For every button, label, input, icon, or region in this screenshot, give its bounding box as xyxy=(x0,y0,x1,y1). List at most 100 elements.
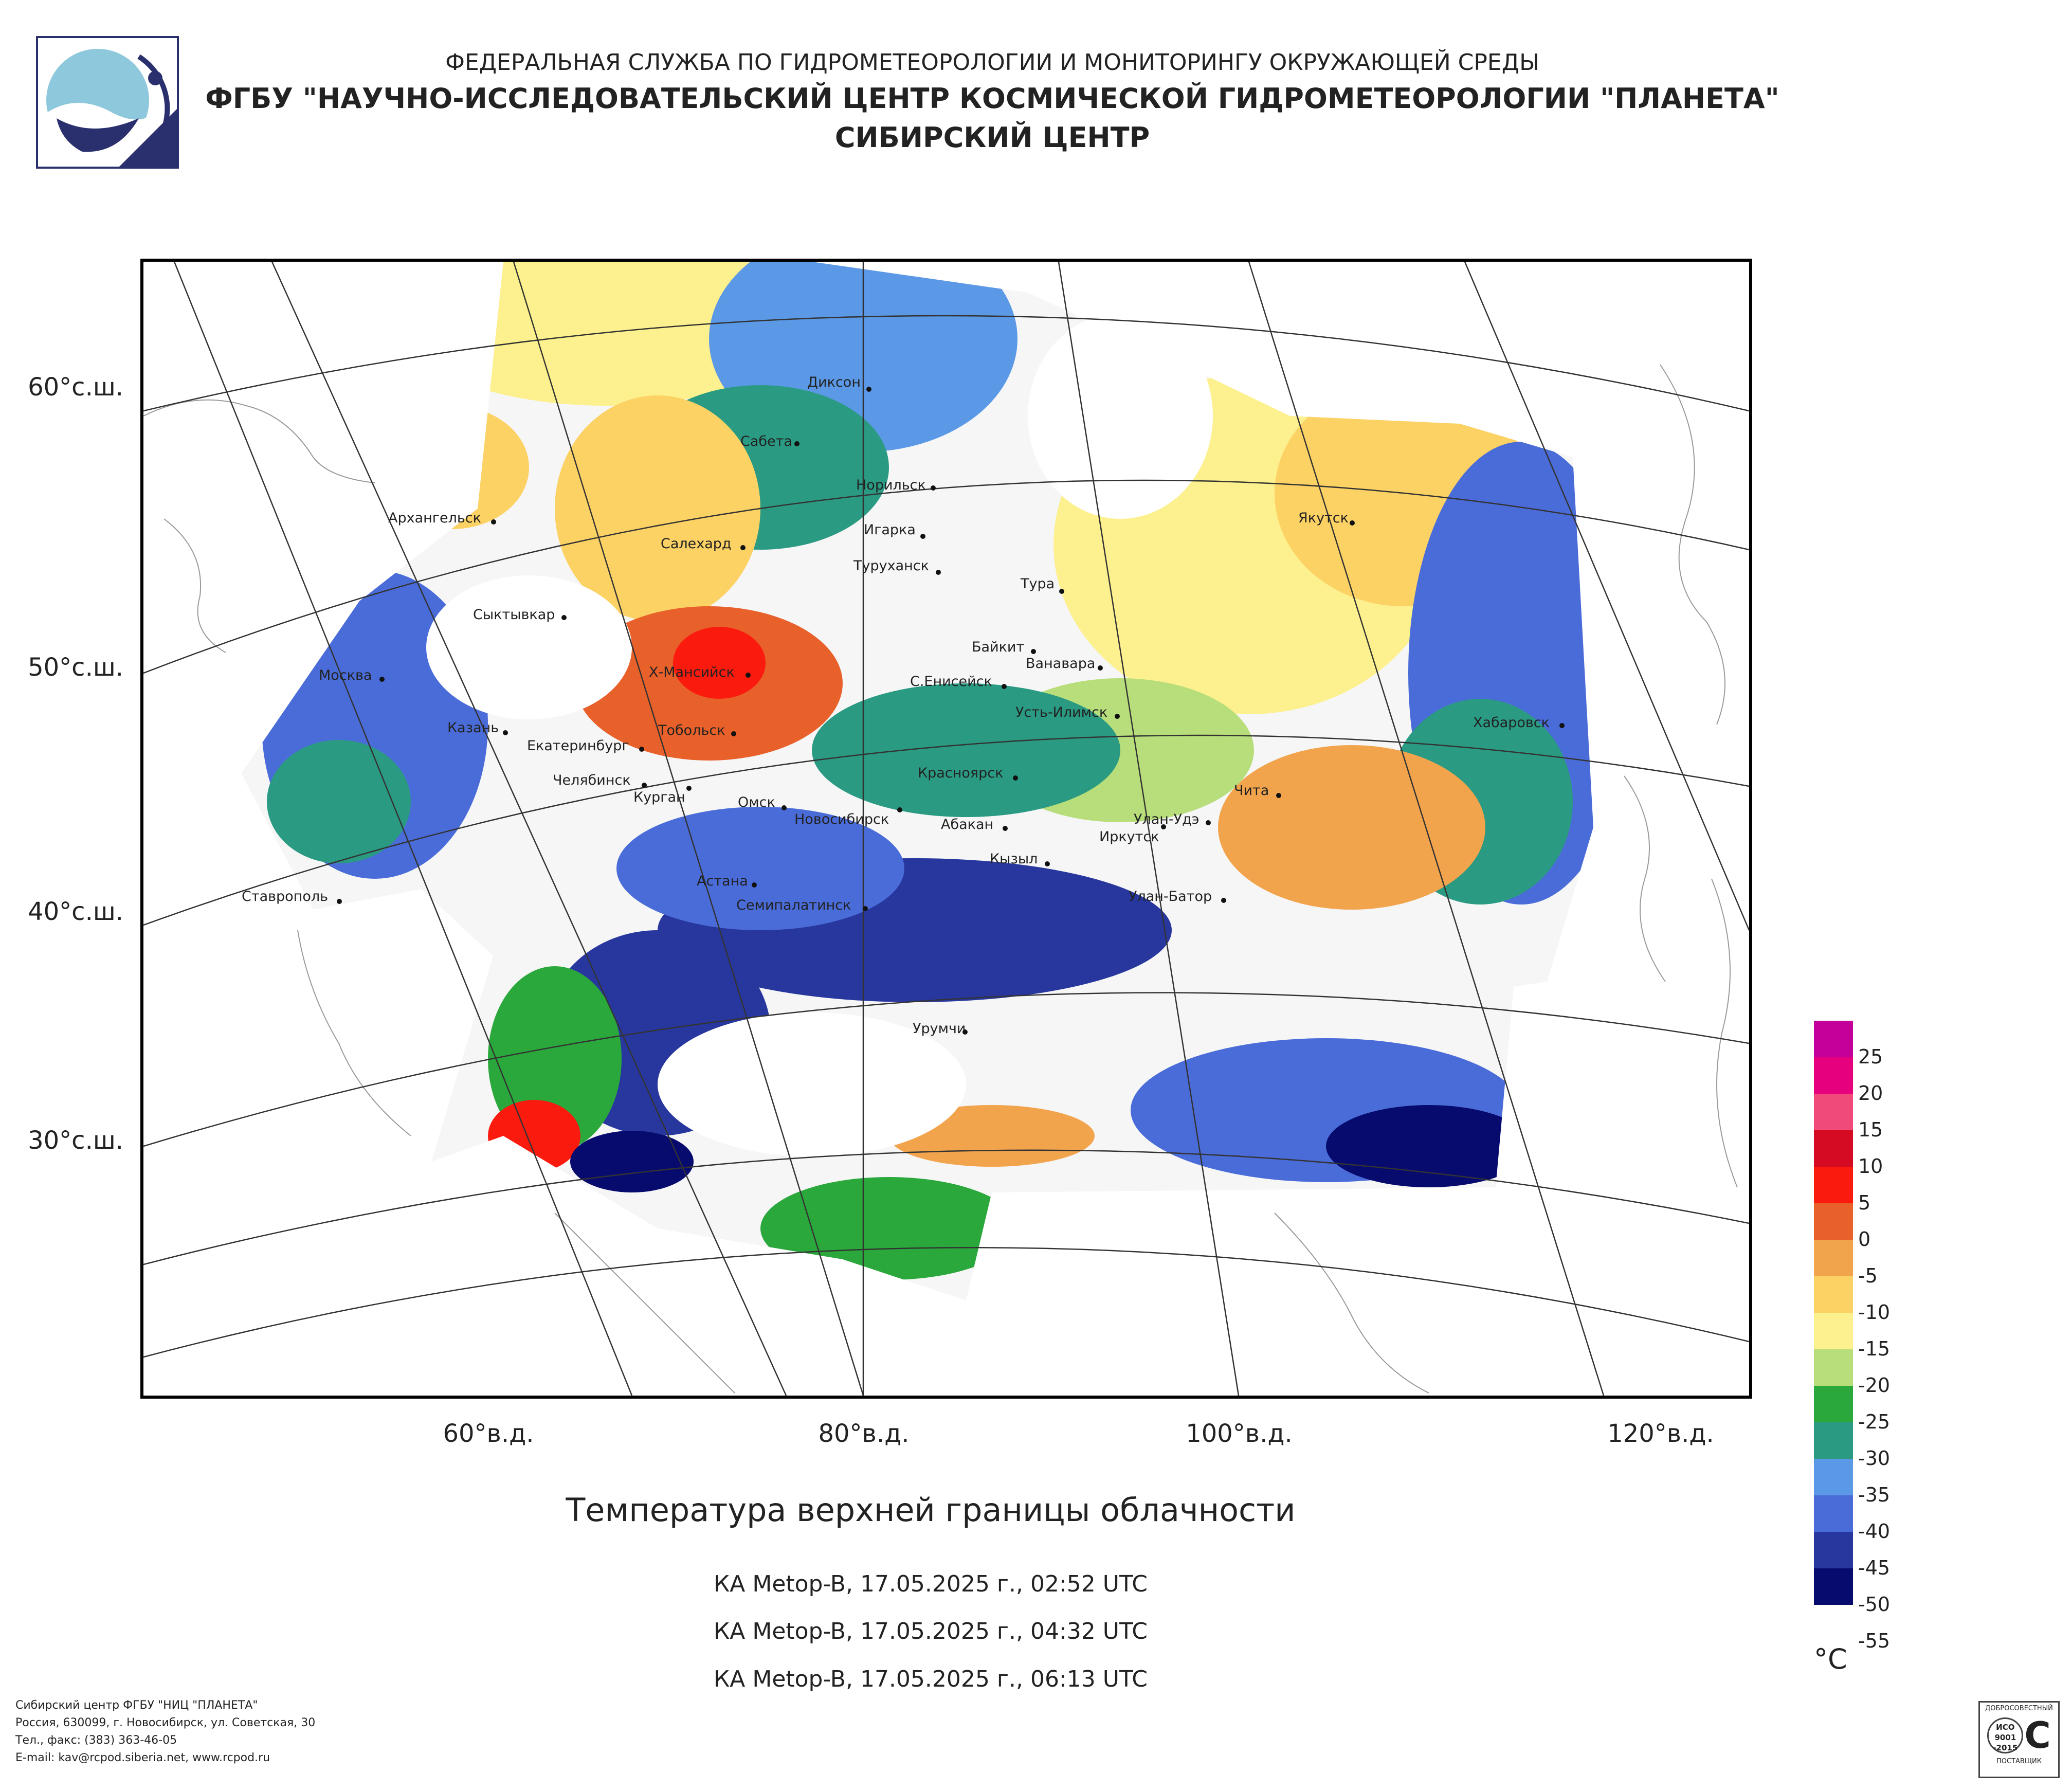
header-center: СИБИРСКИЙ ЦЕНТР xyxy=(834,121,1150,154)
city-marker xyxy=(1003,826,1008,831)
city-igarka: Игарка xyxy=(864,522,916,538)
graticule xyxy=(143,262,1749,1396)
city-ulaanbaatar: Улан-Батор xyxy=(1129,889,1212,904)
city-marker xyxy=(1161,824,1166,829)
legend-swatch xyxy=(1814,1495,1853,1532)
coastlines xyxy=(143,364,1738,1394)
legend-label: 25 xyxy=(1858,1045,1883,1068)
city-novosibirsk: Новосибирск xyxy=(794,811,889,827)
lon-label-100: 100°в.д. xyxy=(1186,1419,1293,1448)
iso-badge-bottom: ПОСТАВЩИК xyxy=(1996,1758,2042,1765)
city-severo-yeniseysk: С.Енисейск xyxy=(910,674,992,690)
city-marker xyxy=(752,882,757,888)
city-marker xyxy=(639,747,644,752)
city-marker xyxy=(866,387,871,392)
pass-3: КА Metop-B, 17.05.2025 г., 06:13 UTC xyxy=(714,1666,1148,1692)
city-marker xyxy=(686,786,692,791)
city-marker xyxy=(962,1029,968,1035)
legend-label: 20 xyxy=(1858,1082,1883,1105)
city-kyzyl: Кызыл xyxy=(990,851,1038,867)
legend-swatch xyxy=(1814,1167,1853,1203)
city-marker xyxy=(1002,684,1007,689)
planeta-logo xyxy=(36,36,179,169)
legend-swatch xyxy=(1814,1130,1853,1167)
city-marker xyxy=(1276,793,1281,798)
city-marker xyxy=(1559,723,1565,728)
city-marker xyxy=(794,441,799,446)
city-moscow: Москва xyxy=(319,667,372,683)
legend-unit: °C xyxy=(1814,1643,1847,1675)
legend-label: -45 xyxy=(1858,1557,1891,1579)
legend-label: 15 xyxy=(1858,1118,1883,1141)
city-syktyvkar: Сыктывкар xyxy=(473,607,555,623)
iso-l1: ИСО xyxy=(1996,1723,2015,1732)
city-omsk: Омск xyxy=(738,794,775,810)
legend-label: -55 xyxy=(1858,1630,1891,1652)
city-abakan: Абакан xyxy=(941,817,994,833)
cloud-top-temperature-map xyxy=(143,262,1749,1396)
city-khabarovsk: Хабаровск xyxy=(1473,715,1550,731)
city-arkhangelsk: Архангельск xyxy=(388,510,481,526)
city-yekaterinburg: Екатеринбург xyxy=(527,738,629,754)
lat-label-60: 60°с.ш. xyxy=(28,373,123,402)
legend-swatch xyxy=(1814,1203,1853,1240)
city-marker xyxy=(1098,665,1103,671)
legend-swatch xyxy=(1814,1276,1853,1313)
legend-label: -50 xyxy=(1858,1593,1891,1616)
header-agency: ФЕДЕРАЛЬНАЯ СЛУЖБА ПО ГИДРОМЕТЕОРОЛОГИИ … xyxy=(445,49,1539,76)
city-ust-ilimsk: Усть-Илимск xyxy=(1015,704,1108,720)
city-marker xyxy=(503,730,508,735)
city-dikson: Диксон xyxy=(807,374,861,390)
lat-label-30: 30°с.ш. xyxy=(28,1126,123,1155)
city-marker xyxy=(1115,714,1120,719)
legend-label: -40 xyxy=(1858,1520,1891,1543)
city-marker xyxy=(740,545,746,550)
city-marker xyxy=(1350,520,1355,526)
city-marker xyxy=(642,783,647,788)
lat-label-50: 50°с.ш. xyxy=(28,653,123,682)
legend-label: -25 xyxy=(1858,1410,1891,1433)
city-marker xyxy=(746,673,751,678)
legend-label: -35 xyxy=(1858,1484,1891,1506)
city-vanavara: Ванавара xyxy=(1026,656,1096,672)
legend-swatch xyxy=(1814,1349,1853,1386)
city-marker xyxy=(337,899,342,904)
city-marker xyxy=(920,534,925,539)
legend-swatch xyxy=(1814,1459,1853,1495)
legend-swatch xyxy=(1814,1094,1853,1130)
iso-l3: -2015 xyxy=(1993,1743,2018,1752)
pass-1: КА Metop-B, 17.05.2025 г., 02:52 UTC xyxy=(714,1571,1148,1597)
legend-label: 0 xyxy=(1858,1228,1871,1251)
footer-org: Сибирский центр ФГБУ "НИЦ "ПЛАНЕТА" xyxy=(15,1699,258,1712)
city-marker xyxy=(1031,649,1036,654)
city-sabeta: Сабета xyxy=(740,433,792,449)
pass-2: КА Metop-B, 17.05.2025 г., 04:32 UTC xyxy=(714,1618,1148,1644)
legend-label: -10 xyxy=(1858,1301,1891,1324)
legend-label: 5 xyxy=(1858,1191,1871,1214)
legend-swatch xyxy=(1814,1422,1853,1459)
city-krasnoyarsk: Красноярск xyxy=(918,765,1004,781)
city-marker xyxy=(1013,775,1018,781)
city-ulan-ude: Улан-Удэ xyxy=(1134,811,1199,827)
city-stavropol: Ставрополь xyxy=(242,889,329,904)
iso-badge: ДОБРОСОВЕСТНЫЙ ИСО 9001 -2015 С ПОСТАВЩИ… xyxy=(1978,1701,2060,1778)
city-yakutsk: Якутск xyxy=(1298,510,1349,526)
legend-swatch xyxy=(1814,1386,1853,1422)
city-marker xyxy=(379,677,385,682)
legend-label: -5 xyxy=(1858,1264,1878,1287)
city-chelyabinsk: Челябинск xyxy=(553,772,631,788)
city-semipalatinsk: Семипалатинск xyxy=(736,897,851,913)
city-tura: Тура xyxy=(1021,576,1055,592)
iso-l2: 9001 xyxy=(1994,1733,2016,1742)
city-baikit: Байкит xyxy=(972,639,1025,655)
footer-email: E-mail: kav@rcpod.siberia.net, www.rcpod… xyxy=(15,1751,270,1764)
footer-contacts: Сибирский центр ФГБУ "НИЦ "ПЛАНЕТА" Росс… xyxy=(15,1697,315,1767)
city-khanty-mansiysk: Х-Мансийск xyxy=(649,664,735,680)
city-marker xyxy=(863,906,868,911)
legend-label: -15 xyxy=(1858,1337,1891,1360)
city-marker xyxy=(936,570,941,575)
legend-swatch xyxy=(1814,1532,1853,1568)
city-astana: Астана xyxy=(697,873,748,889)
city-salekhard: Салехард xyxy=(661,536,732,552)
city-tobolsk: Тобольск xyxy=(658,722,725,738)
